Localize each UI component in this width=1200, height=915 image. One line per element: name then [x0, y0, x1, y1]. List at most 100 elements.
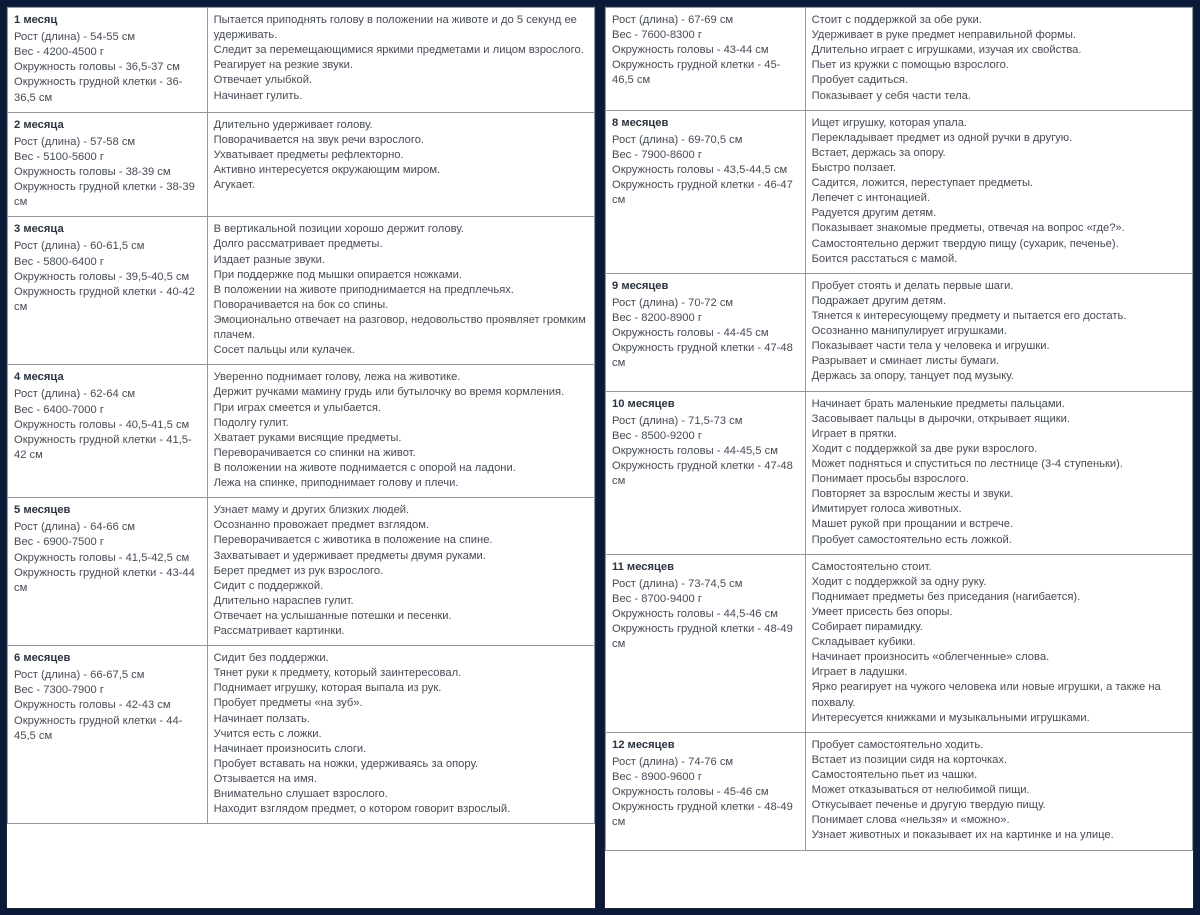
skill-line: Агукает.: [214, 178, 588, 193]
skill-line: Встает, держась за опору.: [812, 146, 1186, 161]
table-row: Рост (длина) - 67-69 смВес - 7600-8300 г…: [606, 8, 1193, 111]
skill-line: Осознанно манипулирует игрушками.: [812, 324, 1186, 339]
age-label: 4 месяца: [14, 370, 201, 385]
skill-line: Длительно удерживает голову.: [214, 118, 588, 133]
metric-line: Вес - 5800-6400 г: [14, 255, 201, 270]
skill-line: Самостоятельно стоит.: [812, 560, 1186, 575]
skill-line: Понимает просьбы взрослого.: [812, 472, 1186, 487]
skill-line: Играет в ладушки.: [812, 665, 1186, 680]
skill-line: Берет предмет из рук взрослого.: [214, 564, 588, 579]
metric-line: Рост (длина) - 62-64 см: [14, 387, 201, 402]
table-row: 4 месяцаРост (длина) - 62-64 смВес - 640…: [8, 365, 595, 498]
skill-line: Начинает ползать.: [214, 712, 588, 727]
table-row: 10 месяцевРост (длина) - 71,5-73 смВес -…: [606, 391, 1193, 554]
development-table-right: Рост (длина) - 67-69 смВес - 7600-8300 г…: [605, 7, 1193, 851]
skill-line: Стоит с поддержкой за обе руки.: [812, 13, 1186, 28]
age-metrics-cell: 9 месяцевРост (длина) - 70-72 смВес - 82…: [606, 273, 806, 391]
skills-cell: Пытается приподнять голову в положении н…: [207, 8, 594, 113]
skill-line: Поворачивается на бок со спины.: [214, 298, 588, 313]
skill-line: Держит ручками мамину грудь или бутылочк…: [214, 385, 588, 400]
metric-line: Окружность грудной клетки - 47-48 см: [612, 459, 799, 489]
skill-line: Боится расстаться с мамой.: [812, 252, 1186, 267]
development-table-left: 1 месяцРост (длина) - 54-55 смВес - 4200…: [7, 7, 595, 824]
age-metrics-cell: 11 месяцевРост (длина) - 73-74,5 смВес -…: [606, 554, 806, 732]
skill-line: Длительно играет с игрушками, изучая их …: [812, 43, 1186, 58]
skill-line: Удерживает в руке предмет неправильной ф…: [812, 28, 1186, 43]
skills-cell: В вертикальной позиции хорошо держит гол…: [207, 217, 594, 365]
metric-line: Окружность грудной клетки - 45-46,5 см: [612, 58, 799, 88]
skill-line: Ярко реагирует на чужого человека или но…: [812, 680, 1186, 710]
metric-line: Окружность головы - 42-43 см: [14, 698, 201, 713]
table-row: 5 месяцевРост (длина) - 64-66 смВес - 69…: [8, 498, 595, 646]
skill-line: Длительно нараспев гулит.: [214, 594, 588, 609]
metric-line: Вес - 8500-9200 г: [612, 429, 799, 444]
skill-line: Повторяет за взрослым жесты и звуки.: [812, 487, 1186, 502]
skill-line: Отзывается на имя.: [214, 772, 588, 787]
table-row: 3 месяцаРост (длина) - 60-61,5 смВес - 5…: [8, 217, 595, 365]
age-metrics-cell: 3 месяцаРост (длина) - 60-61,5 смВес - 5…: [8, 217, 208, 365]
skills-cell: Узнает маму и других близких людей.Осозн…: [207, 498, 594, 646]
skill-line: Встает из позиции сидя на корточках.: [812, 753, 1186, 768]
skill-line: Понимает слова «нельзя» и «можно».: [812, 813, 1186, 828]
metric-line: Рост (длина) - 70-72 см: [612, 296, 799, 311]
skill-line: Пробует вставать на ножки, удерживаясь з…: [214, 757, 588, 772]
metric-line: Окружность головы - 36,5-37 см: [14, 60, 201, 75]
skill-line: Пьет из кружки с помощью взрослого.: [812, 58, 1186, 73]
skill-line: Узнает животных и показывает их на карти…: [812, 828, 1186, 843]
metric-line: Окружность грудной клетки - 48-49 см: [612, 622, 799, 652]
metric-line: Рост (длина) - 73-74,5 см: [612, 577, 799, 592]
skill-line: Рассматривает картинки.: [214, 624, 588, 639]
skills-cell: Стоит с поддержкой за обе руки.Удерживае…: [805, 8, 1192, 111]
age-metrics-cell: 2 месяцаРост (длина) - 57-58 смВес - 510…: [8, 112, 208, 217]
skill-line: Может отказываться от нелюбимой пищи.: [812, 783, 1186, 798]
skill-line: Осознанно провожает предмет взглядом.: [214, 518, 588, 533]
skill-line: Активно интересуется окружающим миром.: [214, 163, 588, 178]
metric-line: Вес - 4200-4500 г: [14, 45, 201, 60]
metric-line: Рост (длина) - 69-70,5 см: [612, 133, 799, 148]
skill-line: Ухватывает предметы рефлекторно.: [214, 148, 588, 163]
skill-line: Долго рассматривает предметы.: [214, 237, 588, 252]
skill-line: Начинает гулить.: [214, 89, 588, 104]
skill-line: Учится есть с ложки.: [214, 727, 588, 742]
skill-line: При поддержке под мышки опирается ножкам…: [214, 268, 588, 283]
skill-line: Начинает произносить слоги.: [214, 742, 588, 757]
skill-line: Перекладывает предмет из одной ручки в д…: [812, 131, 1186, 146]
skill-line: Пробует самостоятельно ходить.: [812, 738, 1186, 753]
skill-line: Ходит с поддержкой за две руки взрослого…: [812, 442, 1186, 457]
skill-line: Пытается приподнять голову в положении н…: [214, 13, 588, 43]
age-label: 8 месяцев: [612, 116, 799, 131]
age-metrics-cell: 12 месяцевРост (длина) - 74-76 смВес - 8…: [606, 732, 806, 850]
skill-line: Тянется к интересующему предмету и пытае…: [812, 309, 1186, 324]
skill-line: Пробует предметы «на зуб».: [214, 696, 588, 711]
skill-line: Пробует стоять и делать первые шаги.: [812, 279, 1186, 294]
metric-line: Окружность головы - 44-45 см: [612, 326, 799, 341]
metric-line: Окружность грудной клетки - 44-45,5 см: [14, 714, 201, 744]
skill-line: Сосет пальцы или кулачек.: [214, 343, 588, 358]
skill-line: Садится, ложится, переступает предметы.: [812, 176, 1186, 191]
metric-line: Окружность головы - 44,5-46 см: [612, 607, 799, 622]
metric-line: Окружность грудной клетки - 47-48 см: [612, 341, 799, 371]
skill-line: В положении на животе поднимается с опор…: [214, 461, 588, 476]
skill-line: В положении на животе приподнимается на …: [214, 283, 588, 298]
skills-cell: Начинает брать маленькие предметы пальца…: [805, 391, 1192, 554]
skill-line: Показывает у себя части тела.: [812, 89, 1186, 104]
skill-line: Играет в прятки.: [812, 427, 1186, 442]
metric-line: Окружность грудной клетки - 48-49 см: [612, 800, 799, 830]
age-metrics-cell: 4 месяцаРост (длина) - 62-64 смВес - 640…: [8, 365, 208, 498]
age-metrics-cell: 1 месяцРост (длина) - 54-55 смВес - 4200…: [8, 8, 208, 113]
skill-line: Подолгу гулит.: [214, 416, 588, 431]
age-metrics-cell: 10 месяцевРост (длина) - 71,5-73 смВес -…: [606, 391, 806, 554]
metric-line: Рост (длина) - 66-67,5 см: [14, 668, 201, 683]
age-label: 10 месяцев: [612, 397, 799, 412]
skill-line: Сидит без поддержки.: [214, 651, 588, 666]
skills-cell: Самостоятельно стоит.Ходит с поддержкой …: [805, 554, 1192, 732]
metric-line: Окружность головы - 44-45,5 см: [612, 444, 799, 459]
age-label: 3 месяца: [14, 222, 201, 237]
metric-line: Рост (длина) - 67-69 см: [612, 13, 799, 28]
metric-line: Вес - 7600-8300 г: [612, 28, 799, 43]
age-label: 5 месяцев: [14, 503, 201, 518]
metric-line: Вес - 6900-7500 г: [14, 535, 201, 550]
metric-line: Окружность головы - 43-44 см: [612, 43, 799, 58]
age-metrics-cell: 5 месяцевРост (длина) - 64-66 смВес - 69…: [8, 498, 208, 646]
skills-cell: Пробует стоять и делать первые шаги.Подр…: [805, 273, 1192, 391]
